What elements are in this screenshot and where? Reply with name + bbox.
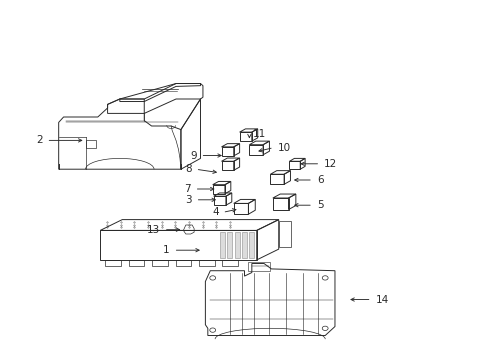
- Bar: [227, 232, 232, 258]
- Bar: [105, 260, 121, 266]
- Text: 8: 8: [184, 164, 191, 174]
- Bar: [248, 262, 270, 271]
- Bar: [100, 230, 256, 260]
- Bar: [128, 260, 144, 266]
- Text: 9: 9: [189, 150, 196, 161]
- Text: 13: 13: [146, 225, 160, 235]
- Bar: [249, 232, 254, 258]
- Text: 10: 10: [277, 143, 290, 153]
- Bar: [242, 232, 246, 258]
- Bar: [220, 232, 224, 258]
- Text: 1: 1: [163, 245, 169, 255]
- Text: 12: 12: [324, 159, 337, 169]
- Bar: [222, 260, 238, 266]
- Bar: [85, 140, 96, 148]
- Bar: [175, 260, 191, 266]
- Bar: [199, 260, 214, 266]
- Text: 6: 6: [316, 175, 323, 185]
- Text: 7: 7: [183, 184, 190, 194]
- Text: 11: 11: [253, 129, 266, 139]
- Bar: [278, 221, 290, 247]
- Bar: [152, 260, 167, 266]
- Text: 14: 14: [375, 294, 388, 305]
- Text: 2: 2: [36, 135, 42, 145]
- Text: 3: 3: [184, 195, 191, 205]
- Text: 5: 5: [316, 200, 323, 210]
- Bar: [234, 232, 239, 258]
- Text: 4: 4: [211, 207, 218, 217]
